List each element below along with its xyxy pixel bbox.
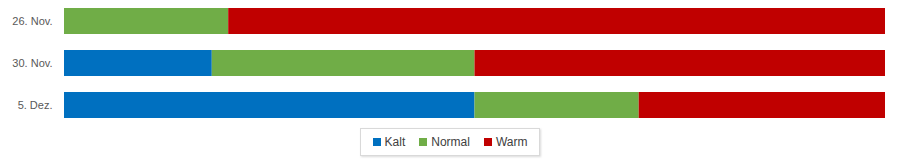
html-text:Kalt: Kalt (384, 135, 406, 149)
svg-text:5. Dez.: 5. Dez. (18, 99, 53, 111)
html-text:Warm: Warm (495, 135, 528, 149)
html-text:Normal: Normal (431, 135, 470, 149)
svg-text:30. Nov.: 30. Nov. (12, 57, 52, 69)
svg-text:26. Nov.: 26. Nov. (12, 15, 52, 27)
